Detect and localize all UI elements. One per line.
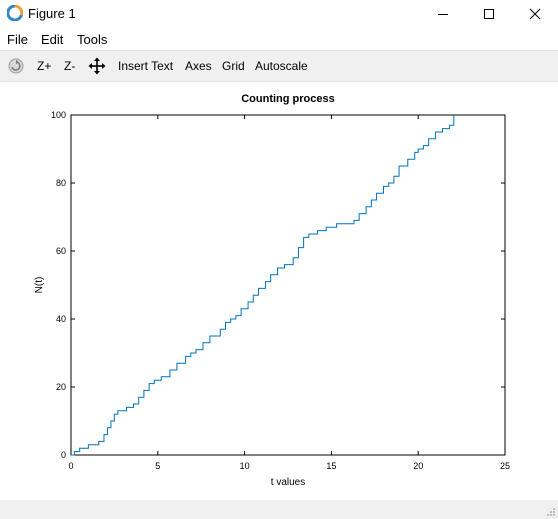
y-tick-label: 100 [51,110,66,120]
pan-move-icon[interactable] [88,57,106,75]
window-title: Figure 1 [28,6,76,21]
resize-grip-icon[interactable] [546,507,556,517]
close-icon [529,8,541,20]
y-tick-label: 0 [61,450,66,460]
axes-button[interactable]: Axes [185,59,212,73]
figure-canvas[interactable]: Counting process 0 5 10 15 20 25 0 20 40 60 80 100 … [0,82,558,500]
menu-edit[interactable]: Edit [41,32,64,47]
menu-tools[interactable]: Tools [77,32,108,47]
x-tick-label: 10 [240,461,250,471]
grid-button[interactable]: Grid [222,59,245,73]
x-tick-label: 5 [155,461,160,471]
axes-box [70,114,506,456]
plot-area[interactable]: Counting process 0 5 10 15 20 25020406080100 … [0,82,558,500]
x-tick-label: 25 [500,461,510,471]
menu-bar: File Edit Tools [0,28,558,50]
rotate-icon[interactable] [7,57,25,75]
maximize-icon [484,9,494,19]
y-axis-label: N(t) [34,277,45,294]
menu-file[interactable]: File [7,32,28,47]
y-tick-label: 80 [56,178,66,188]
y-tick-label: 60 [56,246,66,256]
autoscale-button[interactable]: Autoscale [255,59,308,73]
insert-text-button[interactable]: Insert Text [118,59,174,73]
minimize-button[interactable] [420,0,466,28]
series-line [71,115,455,456]
figure-toolbar: Z+ Z- Insert Text Axes Grid Autoscale [0,50,558,82]
x-axis-label: t values [271,477,305,488]
y-tick-label: 40 [56,314,66,324]
x-tick-label: 0 [68,461,73,471]
x-tick-label: 15 [326,461,336,471]
zoom-in-button[interactable]: Z+ [37,59,52,73]
chart-title: Counting process [241,93,335,105]
minimize-icon [438,14,448,15]
app-logo-icon [7,5,23,21]
y-tick-label: 20 [56,382,66,392]
x-tick-label: 20 [413,461,423,471]
window-title-bar: Figure 1 [0,0,558,28]
zoom-out-button[interactable]: Z- [64,59,76,73]
maximize-button[interactable] [466,0,512,28]
status-bar [0,500,558,519]
close-button[interactable] [512,0,558,28]
